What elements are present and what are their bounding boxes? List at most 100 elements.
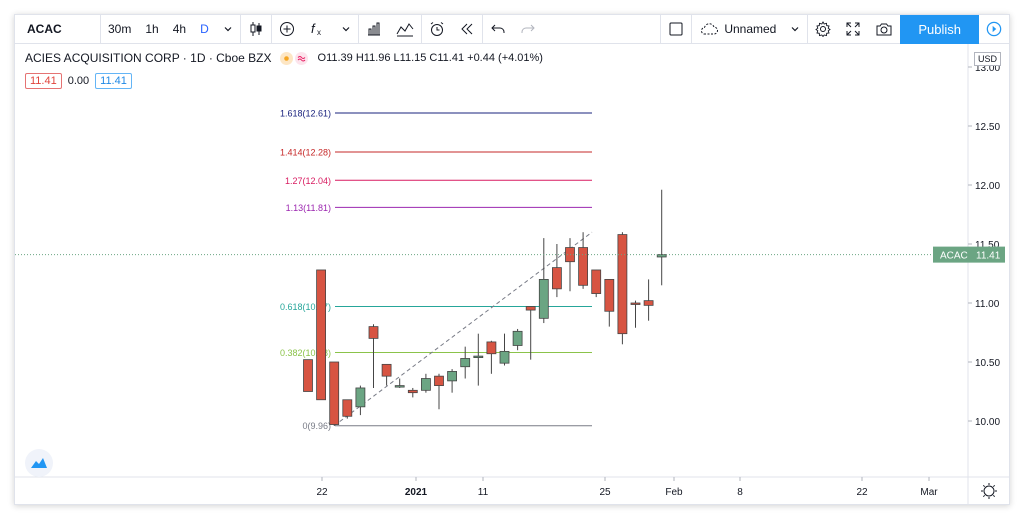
- candle: [512, 328, 523, 351]
- time-tick-label: Mar: [920, 487, 938, 498]
- square-icon: [669, 22, 683, 36]
- price-chart[interactable]: 1.618(12.61) 1.414(12.28) 1.27(12.04) 1.13(…: [15, 15, 1010, 505]
- time-tick-label: 25: [599, 487, 611, 498]
- fib-level-label: 1.27(12.04): [285, 176, 331, 186]
- price-tick-label: 11.00: [975, 299, 1000, 310]
- fullscreen-button[interactable]: [838, 15, 868, 44]
- time-tick-label: Feb: [665, 487, 683, 498]
- fib-level-label: 0.382(10.58): [280, 348, 331, 358]
- cloud-icon: [701, 23, 719, 35]
- candle: [316, 269, 327, 401]
- logo-icon: [31, 458, 47, 468]
- candle: [552, 244, 562, 298]
- candle: [460, 346, 471, 379]
- bar-chart-icon: [367, 22, 380, 36]
- candle: [630, 300, 641, 328]
- timeframe-4h[interactable]: 4h: [172, 22, 187, 36]
- candle: [303, 359, 313, 392]
- candle: [499, 333, 510, 366]
- price-tick-label: 12.00: [975, 181, 1000, 192]
- compare-button[interactable]: [389, 15, 422, 44]
- currency-label[interactable]: USD: [973, 52, 1001, 66]
- plus-circle-icon: [279, 22, 294, 36]
- candle: [538, 238, 549, 324]
- compare-icon: [396, 23, 414, 37]
- ohlc-values: O11.39 H11.96 L11.15 C11.41 +0.44 (+4.01…: [317, 52, 543, 64]
- svg-text:x: x: [317, 28, 321, 37]
- candle: [617, 232, 628, 345]
- candles-icon: [250, 22, 262, 36]
- layout-name-label: Unnamed: [724, 22, 777, 36]
- candle: [394, 378, 405, 388]
- price-tick-label: 12.50: [975, 122, 1000, 133]
- series-title[interactable]: ACIES ACQUISITION CORP · 1D · Cboe BZX: [25, 51, 272, 65]
- price-tick-label: 11.50: [975, 240, 1000, 251]
- series-legend: ACIES ACQUISITION CORP · 1D · Cboe BZX O…: [25, 51, 543, 65]
- fib-level-label: 0(9.96): [302, 421, 331, 431]
- chart-type-button[interactable]: [241, 15, 272, 44]
- candle: [447, 369, 458, 393]
- quick-trade-values: 11.41 0.00 11.41: [25, 73, 132, 89]
- play-circle-icon: [986, 21, 1002, 37]
- candle: [420, 373, 431, 393]
- candle: [565, 238, 575, 292]
- time-tick-label: 11: [478, 487, 489, 498]
- expand-icon: [846, 22, 860, 36]
- chevron-down-icon: [224, 27, 232, 32]
- undo-button[interactable]: [483, 15, 513, 44]
- fib-level-label: 1.414(12.28): [280, 147, 331, 157]
- layout-name-button[interactable]: Unnamed: [692, 15, 783, 44]
- snapshot-button[interactable]: [868, 15, 900, 44]
- candle: [329, 361, 340, 426]
- candle: [643, 279, 654, 321]
- candle: [368, 324, 379, 388]
- time-tick-label: 22: [316, 487, 328, 498]
- undo-icon: [491, 24, 505, 33]
- replay-button[interactable]: [452, 15, 483, 44]
- candle: [604, 278, 615, 327]
- fib-level-label: 0.618(10.97): [280, 302, 331, 312]
- time-tick-label: 22: [856, 487, 868, 498]
- layout-dropdown[interactable]: [783, 15, 809, 44]
- alert-button[interactable]: [422, 15, 452, 44]
- settings-button[interactable]: [808, 15, 838, 44]
- candle: [355, 385, 366, 416]
- candle: [591, 269, 602, 298]
- timeframe-dropdown[interactable]: [216, 15, 241, 44]
- redo-button[interactable]: [513, 15, 543, 44]
- indicators-button[interactable]: [272, 15, 302, 44]
- last-price-badge: [933, 246, 1005, 263]
- legend-status-icons: [279, 51, 308, 65]
- time-axis-settings-button[interactable]: [981, 483, 997, 499]
- buy-price[interactable]: 11.41: [95, 73, 132, 89]
- timeframe-30m[interactable]: 30m: [108, 22, 132, 36]
- candle: [407, 387, 418, 398]
- symbol-search-button[interactable]: ACAC: [15, 15, 101, 44]
- candle: [342, 399, 353, 419]
- last-price-symbol: ACAC: [940, 251, 968, 262]
- fib-trend-line[interactable]: [333, 231, 593, 427]
- price-tick-label: 10.50: [975, 358, 1000, 369]
- last-price-value: 11.41: [976, 251, 1001, 262]
- chevron-down-icon: [342, 27, 350, 32]
- financials-button[interactable]: [359, 15, 389, 44]
- candle: [578, 232, 588, 289]
- fullscreen-layout-button[interactable]: [660, 15, 693, 44]
- tradingview-logo[interactable]: [25, 449, 53, 477]
- publish-button[interactable]: Publish: [900, 15, 979, 44]
- candle: [473, 333, 484, 386]
- timeframe-d[interactable]: D: [200, 22, 209, 36]
- sell-price[interactable]: 11.41: [25, 73, 62, 89]
- time-tick-label: 8: [737, 487, 743, 498]
- formula-dropdown[interactable]: [334, 15, 359, 44]
- realtime-button[interactable]: [979, 15, 1009, 44]
- candle: [486, 340, 497, 374]
- candle: [434, 373, 444, 410]
- sun-icon: [279, 51, 293, 65]
- camera-icon: [876, 23, 892, 36]
- fib-level-label: 1.618(12.61): [280, 109, 331, 119]
- timeframe-1h[interactable]: 1h: [145, 22, 159, 36]
